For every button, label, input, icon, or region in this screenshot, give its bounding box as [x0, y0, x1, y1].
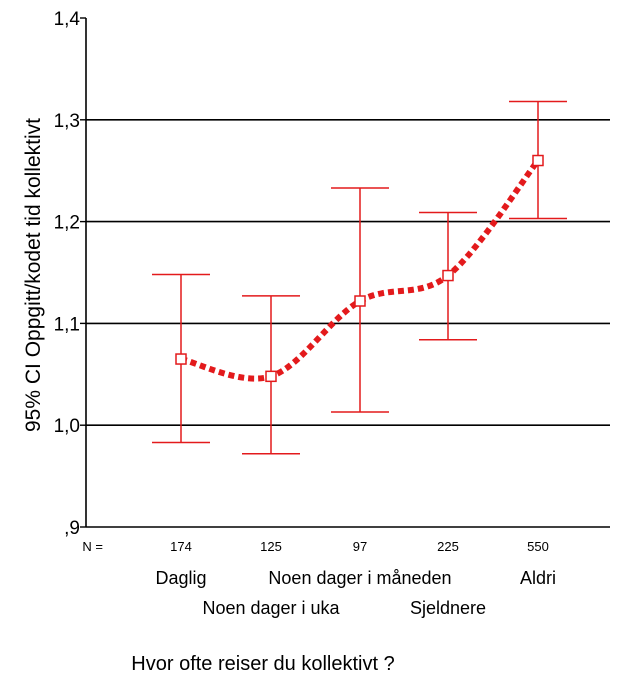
n-count: 97	[353, 539, 367, 554]
y-tick-label: 1,3	[54, 111, 80, 132]
error-bar	[152, 273, 210, 444]
y-tick-labels: ,9 1,0 1,1 1,2 1,3 1,4	[54, 9, 81, 539]
mean-marker	[175, 353, 187, 365]
category-label: Daglig	[155, 568, 206, 588]
y-axis-label: 95% CI Oppgitt/kodet tid kollektivt	[22, 118, 45, 432]
x-axis-label: Hvor ofte reiser du kollektivt ?	[131, 653, 394, 675]
n-count: 225	[437, 539, 459, 554]
mean-marker	[354, 295, 366, 307]
category-label: Noen dager i uka	[202, 598, 340, 618]
category-label: Noen dager i måneden	[268, 568, 451, 588]
n-count: 125	[260, 539, 282, 554]
y-tick-label: 1,1	[54, 314, 80, 335]
y-tick-label: 1,0	[54, 416, 80, 437]
error-bar	[242, 295, 300, 455]
gridlines	[86, 119, 610, 427]
n-count: 174	[170, 539, 192, 554]
y-tick-label: 1,4	[54, 9, 81, 30]
axes	[80, 17, 610, 528]
n-count: 550	[527, 539, 549, 554]
mean-marker	[532, 154, 544, 167]
error-bar	[509, 100, 567, 220]
mean-marker	[442, 269, 454, 282]
mean-marker	[265, 370, 277, 383]
category-label: Aldri	[520, 568, 556, 588]
y-tick-label: ,9	[64, 518, 80, 539]
n-prefix: N =	[82, 539, 103, 554]
error-bar	[419, 211, 477, 341]
category-label: Sjeldnere	[410, 598, 486, 618]
error-bars	[152, 100, 567, 455]
x-labels: N = 174 125 97 225 550 Daglig Noen dager i uka N…	[82, 539, 556, 618]
error-bar	[331, 187, 389, 413]
y-tick-label: 1,2	[54, 213, 80, 234]
